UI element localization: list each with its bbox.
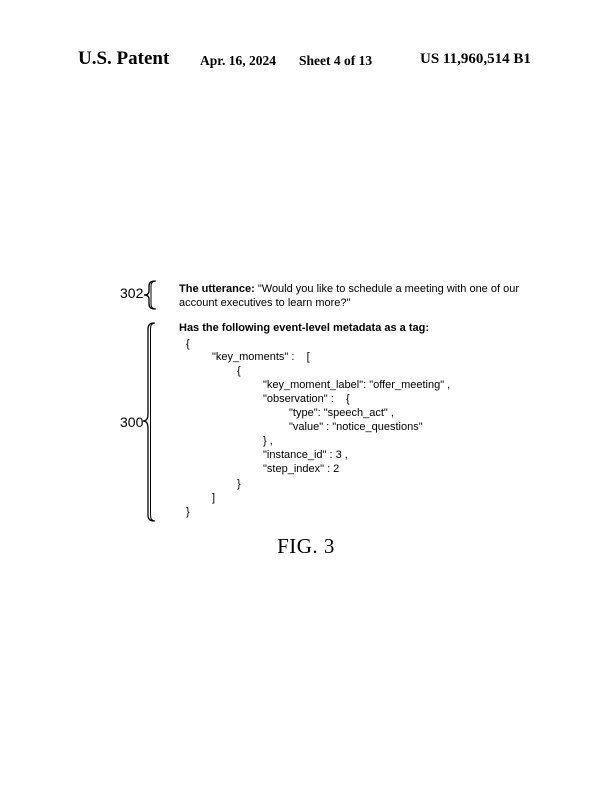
- patent-number: US 11,960,514 B1: [420, 51, 531, 68]
- code-line: }: [186, 505, 190, 519]
- code-line: } ,: [263, 434, 273, 448]
- brace-300: [142, 322, 156, 522]
- code-line: "key_moments" : [: [212, 350, 310, 364]
- figure-caption: FIG. 3: [0, 534, 612, 559]
- ref-302: 302: [120, 285, 143, 301]
- utterance-label: The utterance:: [179, 283, 255, 295]
- patent-date: Apr. 16, 2024: [200, 53, 276, 69]
- code-line: "step_index" : 2: [263, 462, 339, 476]
- code-line: "key_moment_label": "offer_meeting" ,: [263, 378, 450, 392]
- utterance-line-1: The utterance: "Would you like to schedu…: [179, 282, 519, 296]
- code-line: "observation" : {: [263, 392, 350, 406]
- code-line: "value" : "notice_questions": [289, 420, 423, 434]
- code-line: {: [237, 364, 241, 378]
- code-line: "type": "speech_act" ,: [289, 406, 394, 420]
- metadata-heading: Has the following event-level metadata a…: [179, 321, 429, 335]
- code-line: }: [237, 477, 241, 491]
- code-line: "instance_id" : 3 ,: [263, 448, 348, 462]
- ref-300: 300: [120, 414, 143, 430]
- utterance-text-1: "Would you like to schedule a meeting wi…: [255, 283, 519, 295]
- code-line: ]: [212, 491, 215, 505]
- sheet-number: Sheet 4 of 13: [299, 53, 372, 69]
- utterance-line-2: account executives to learn more?": [179, 296, 350, 310]
- patent-label: U.S. Patent: [78, 48, 169, 70]
- code-line: {: [186, 337, 190, 351]
- brace-302: [141, 280, 157, 310]
